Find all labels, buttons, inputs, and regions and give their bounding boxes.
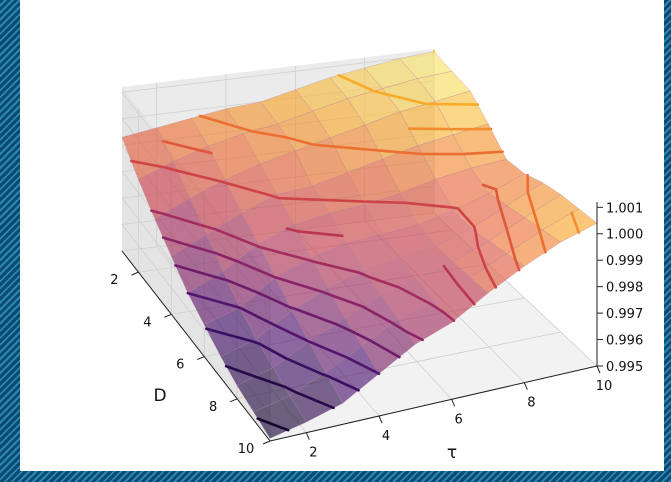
y-axis-ticks: 2 4 6 8 10: [110, 271, 271, 457]
z-tick-label: 0.996: [606, 334, 643, 349]
contour-line: [337, 73, 480, 106]
surface-mesh: [121, 51, 598, 439]
contour-line: [150, 209, 456, 323]
contour-line: [162, 140, 521, 272]
x-tick: [305, 432, 310, 440]
x-tick-label: 4: [382, 429, 390, 444]
x-axis-label: τ: [447, 443, 457, 463]
contour-line: [285, 227, 476, 306]
y-tick: [262, 440, 271, 445]
y-axis-label: D: [153, 386, 166, 406]
y-tick: [131, 271, 139, 276]
contour-line: [161, 236, 424, 342]
y-tick: [164, 313, 172, 318]
z-tick-label: 0.999: [606, 254, 643, 269]
x-axis-ticks: 2 4 6 8 10: [305, 365, 613, 461]
y-tick-label: 6: [176, 358, 184, 373]
x-tick: [523, 382, 528, 390]
y-tick-label: 2: [110, 273, 118, 288]
contour-line: [224, 364, 335, 410]
z-tick-label: 1.001: [606, 201, 643, 216]
contour-line: [174, 264, 401, 359]
z-axis-ticks: 0.995 0.996 0.997 0.998 0.999 1.000 1.001: [597, 201, 643, 375]
y-tick: [197, 356, 205, 361]
figure-canvas: 2 4 6 8 10 2 4 6 8 10 0.995 0.996 0.997 0.998 0.999 1…: [20, 0, 664, 471]
contour-line: [198, 114, 547, 254]
contour-line: [130, 159, 498, 289]
x-tick: [596, 365, 601, 374]
y-tick-label: 8: [209, 400, 217, 415]
contour-line: [186, 291, 381, 375]
x-tick-label: 8: [527, 396, 535, 411]
y-tick-label: 10: [238, 442, 255, 457]
surface-plot: 2 4 6 8 10 2 4 6 8 10 0.995 0.996 0.997 0.998 0.999 1…: [110, 49, 643, 463]
contour-line: [205, 327, 360, 392]
z-tick-label: 0.995: [606, 360, 643, 375]
axis-lines: [121, 202, 598, 442]
x-tick-label: 6: [455, 412, 463, 427]
contour-line: [407, 127, 581, 234]
z-tick-label: 0.998: [606, 281, 643, 296]
x-tick-label: 2: [309, 446, 317, 461]
x-tick-label: 10: [596, 379, 613, 394]
y-tick: [229, 398, 238, 403]
contour-line: [256, 417, 290, 432]
x-tick: [378, 415, 383, 424]
z-tick-label: 1.000: [606, 228, 643, 243]
x-axis-line: [269, 365, 598, 442]
contour-lines: [130, 50, 581, 432]
x-tick: [451, 399, 456, 407]
y-axis-line: [121, 250, 271, 442]
z-tick-label: 0.997: [606, 307, 643, 322]
y-tick-label: 4: [143, 315, 151, 330]
